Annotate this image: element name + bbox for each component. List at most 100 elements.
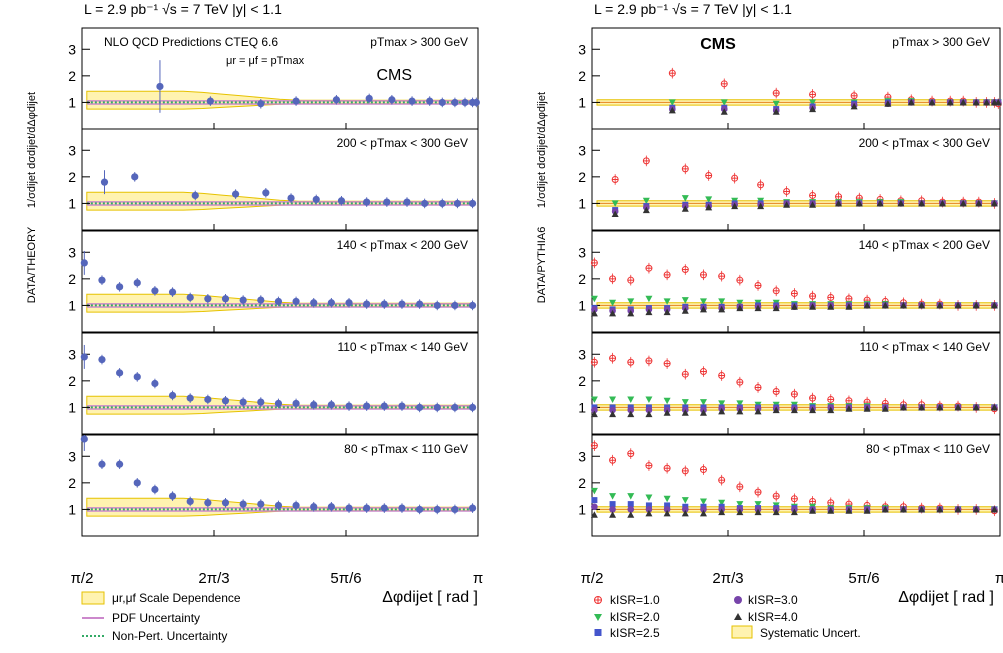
data-point: [292, 399, 300, 408]
data-point: [80, 353, 88, 361]
header-right: L = 2.9 pb⁻¹ √s = 7 TeV |y| < 1.1: [594, 1, 792, 17]
k4-marker: [642, 206, 650, 214]
y-tick-label: 1: [68, 297, 76, 313]
k4-marker: [881, 405, 889, 412]
data-point: [262, 189, 270, 197]
k2-marker: [611, 200, 619, 207]
k2-marker: [736, 299, 744, 307]
data-point: [461, 98, 469, 107]
y-tick-label: 2: [578, 68, 586, 84]
data-point: [98, 355, 106, 364]
k2-marker: [645, 396, 653, 403]
k4-marker: [590, 309, 598, 317]
panel-frame: [81, 332, 479, 435]
k4-marker: [718, 508, 726, 516]
data-point: [206, 97, 214, 105]
legend-k25-marker: [594, 629, 602, 636]
k3-marker: [627, 506, 635, 513]
k3-marker: [609, 506, 616, 513]
data-point: [438, 199, 446, 208]
legend-k2-marker: [594, 614, 602, 621]
k2-marker: [645, 295, 653, 303]
k4-marker: [972, 403, 980, 411]
k4-marker: [827, 303, 835, 310]
k4-marker: [946, 98, 954, 106]
k4-marker: [845, 507, 853, 514]
k4-marker: [627, 511, 635, 518]
data-point: [451, 98, 459, 107]
k25-marker: [627, 501, 634, 508]
k2-marker: [681, 497, 689, 504]
data-point: [451, 505, 459, 514]
k2-marker: [668, 99, 676, 106]
data-point: [191, 191, 199, 200]
legend-syst-swatch: [731, 625, 753, 639]
y-tick-label: 2: [578, 475, 586, 491]
y-tick-label: 1: [578, 297, 586, 313]
k4-marker: [959, 199, 967, 207]
data-point: [468, 301, 477, 310]
k2-marker: [627, 396, 635, 403]
k25-marker: [645, 502, 652, 509]
k4-marker: [809, 303, 817, 310]
k4-marker: [609, 410, 617, 418]
k4-marker: [876, 199, 884, 207]
data-point: [426, 97, 434, 105]
k4-marker: [990, 301, 998, 309]
y-tick-label: 3: [68, 346, 76, 362]
k2-marker: [699, 399, 707, 406]
k4-marker: [609, 309, 617, 317]
k4-marker: [928, 98, 936, 106]
k3-marker: [663, 506, 671, 513]
data-point: [327, 299, 335, 307]
y-tick-label: 1: [578, 94, 586, 110]
k4-marker: [736, 508, 744, 516]
k4-marker: [681, 509, 689, 517]
data-point: [433, 403, 441, 412]
data-point: [363, 402, 371, 410]
k3-marker: [627, 406, 635, 414]
legend-right: kISR=1.0 kISR=2.0 kISR=2.5 kISR=3.0 kISR…: [594, 593, 861, 640]
data-point: [274, 399, 283, 408]
range-label: 140 < pTmax < 200 GeV: [337, 238, 468, 252]
k2-marker: [718, 400, 726, 407]
data-point: [345, 504, 353, 512]
data-point: [451, 301, 459, 310]
k4-marker: [754, 304, 762, 312]
k3-marker: [645, 506, 653, 513]
data-point: [116, 369, 124, 377]
k25-marker: [609, 501, 616, 508]
data-point: [327, 503, 335, 511]
k3-marker: [609, 406, 616, 414]
k4-marker: [954, 505, 962, 513]
data-point: [133, 479, 141, 487]
k2-marker: [681, 195, 689, 202]
k4-marker: [718, 407, 726, 415]
k4-marker: [863, 507, 871, 514]
k4-marker: [590, 511, 598, 518]
data-point: [221, 499, 230, 507]
k2-marker: [645, 494, 653, 501]
x-tick-label: 5π/6: [848, 570, 879, 587]
legend-k1-marker: [594, 596, 602, 604]
k2-marker: [736, 400, 744, 407]
k4-marker: [699, 409, 707, 416]
k4-marker: [938, 199, 946, 207]
right-panel-0: 1 2 3 pTmax > 300 GeV: [578, 27, 1002, 130]
data-point: [156, 82, 164, 91]
x-tick-label: π/2: [581, 570, 604, 587]
legend-nonpert-label: Non-Pert. Uncertainty: [112, 629, 227, 643]
k2-marker: [627, 493, 635, 500]
k4-marker: [772, 108, 780, 115]
y-tick-label: 3: [68, 41, 76, 57]
k2-marker: [736, 501, 744, 508]
k2-marker: [699, 298, 707, 305]
k4-marker: [855, 199, 863, 207]
data-point: [453, 199, 462, 208]
range-label: 200 < pTmax < 300 GeV: [337, 136, 468, 150]
data-point: [312, 195, 320, 204]
panel-frame: [591, 332, 1001, 435]
y-tick-label: 3: [68, 448, 76, 464]
k4-marker: [897, 199, 905, 207]
legend-pdf-label: PDF Uncertainty: [112, 611, 200, 625]
